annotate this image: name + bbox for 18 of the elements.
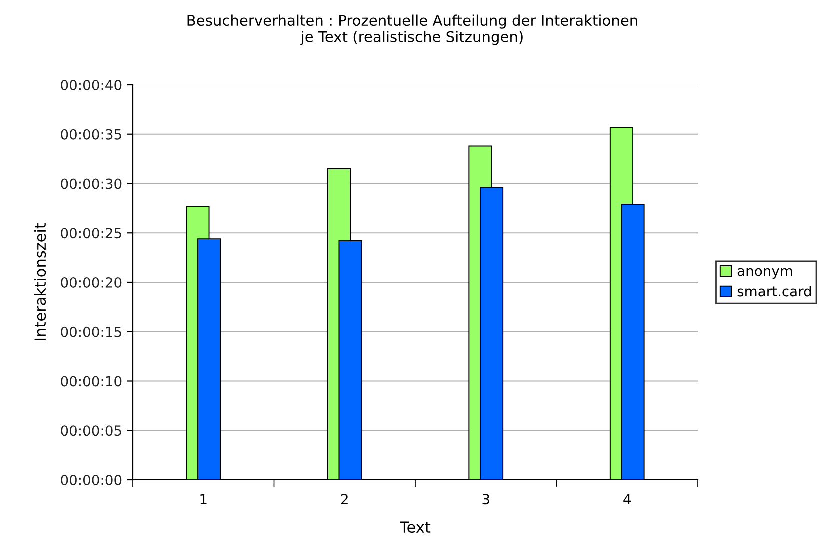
- x-axis-title: Text: [400, 522, 431, 534]
- legend-label: smart.card: [738, 286, 812, 297]
- x-tick-label: 1: [200, 494, 207, 504]
- x-tick-label: 4: [624, 494, 632, 504]
- legend-label: anonym: [738, 268, 792, 280]
- y-axis-title: Interaktionszeit: [34, 223, 46, 340]
- y-tick-label: 00:00:30: [61, 178, 122, 190]
- y-tick-label: 00:00:05: [61, 426, 122, 436]
- y-tick-label: 00:00:20: [61, 277, 122, 288]
- x-tick-label: 2: [341, 494, 348, 504]
- chart-title: Besucherverhalten : Prozentuelle Aufteilung der Interaktionen je Text (realistische Sitzungen): [188, 14, 638, 46]
- y-tick-label: 00:00:40: [61, 80, 122, 90]
- y-tick-label: 00:00:25: [61, 228, 122, 239]
- y-tick-label: 00:00:15: [61, 326, 122, 338]
- y-tick-label: 00:00:10: [61, 376, 122, 387]
- y-tick-label: 00:00:35: [61, 129, 122, 140]
- x-tick-label: 3: [482, 494, 490, 505]
- y-tick-label: 00:00:00: [61, 474, 122, 486]
